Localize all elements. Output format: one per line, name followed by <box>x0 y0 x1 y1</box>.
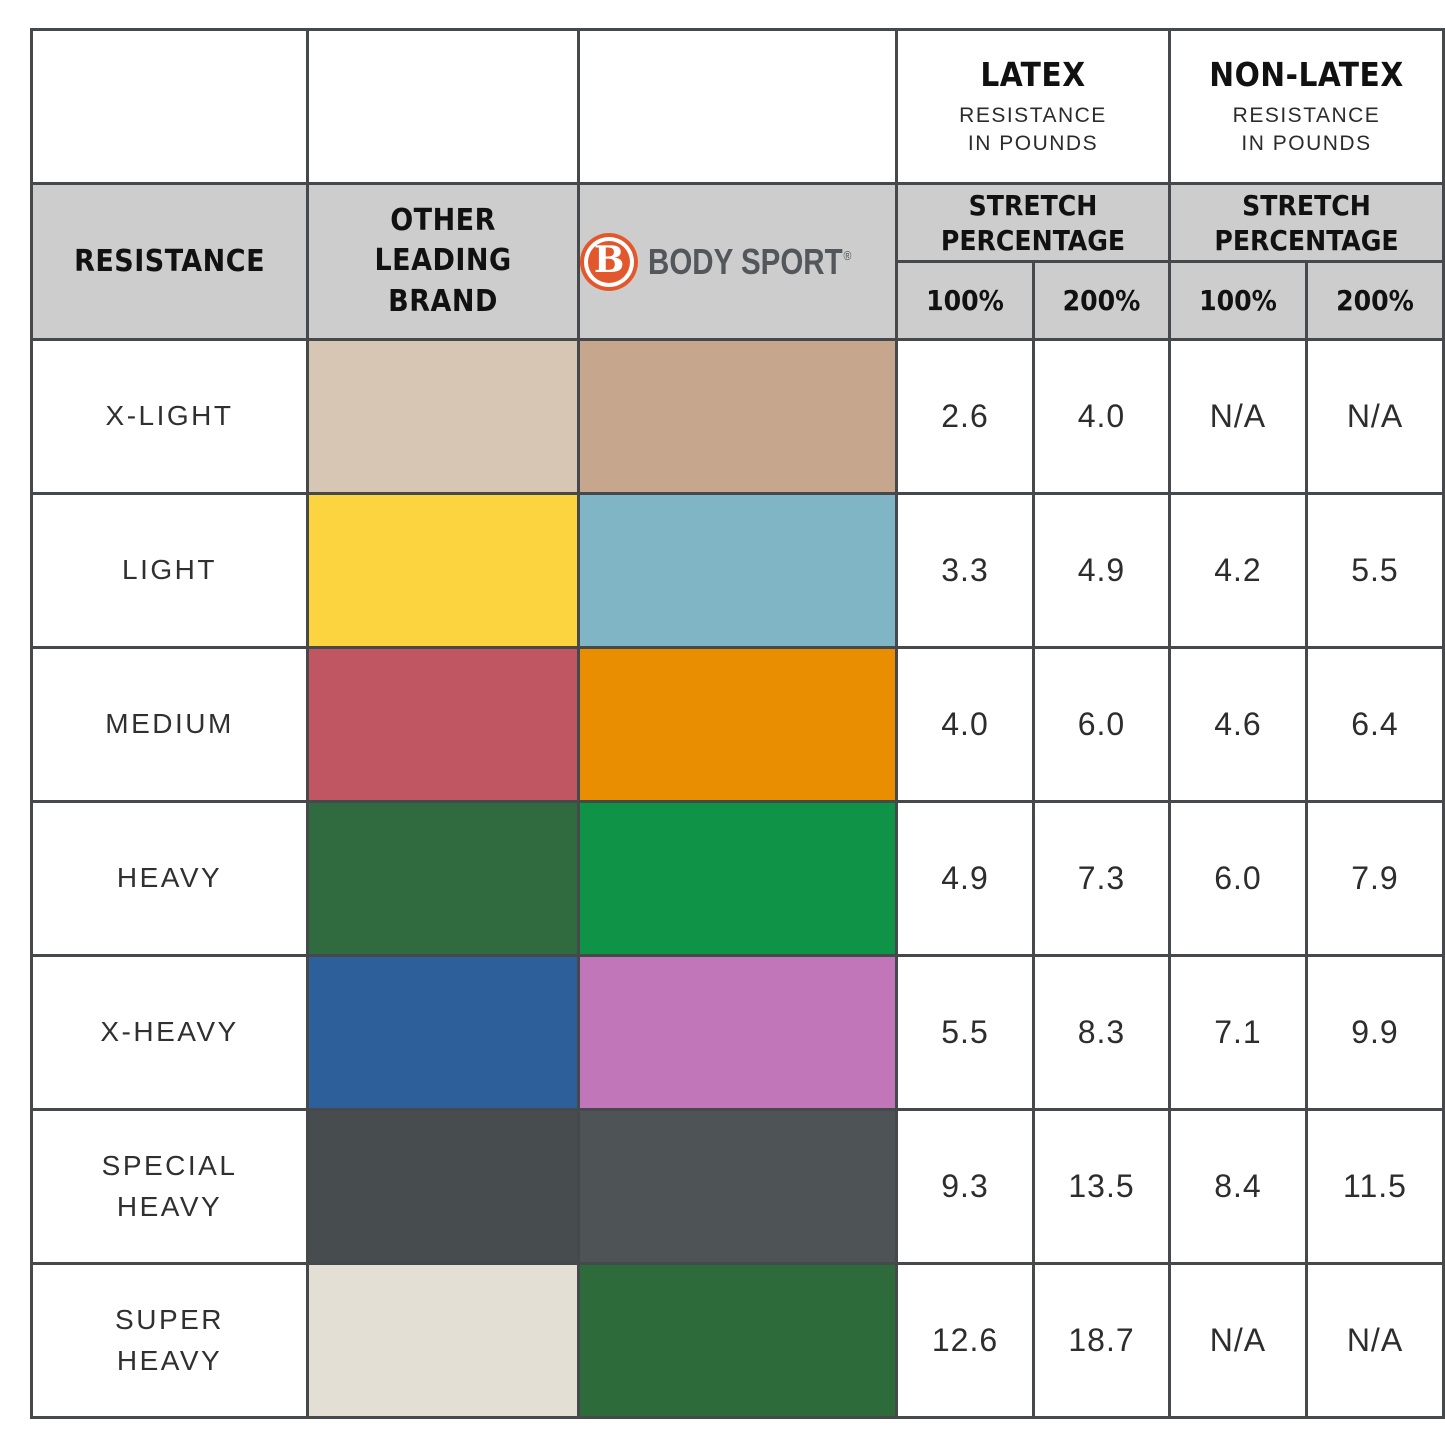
table-row-light: LIGHT 3.3 4.9 4.2 5.5 <box>29 492 1445 649</box>
nonlatex-group-header: NON-LATEX RESISTANCE IN POUNDS <box>1167 28 1445 185</box>
bodysport-swatch <box>577 338 898 495</box>
latex-title: LATEX <box>980 54 1086 94</box>
latex-100-value: 4.9 <box>895 800 1035 957</box>
spacer-cell <box>306 28 581 185</box>
row-label: MEDIUM <box>29 646 310 803</box>
nonlatex-subtitle: RESISTANCE IN POUNDS <box>1232 103 1381 155</box>
other-brand-swatch <box>306 646 581 803</box>
latex-100-header: 100% <box>895 260 1035 341</box>
nonlatex-100-value: 8.4 <box>1167 1108 1308 1265</box>
latex-200-value: 4.9 <box>1031 492 1171 649</box>
row-label: X-HEAVY <box>29 954 310 1111</box>
bodysport-swatch <box>577 646 898 803</box>
nonlatex-200-value: 11.5 <box>1304 1108 1445 1265</box>
table-row-medium: MEDIUM 4.0 6.0 4.6 6.4 <box>29 646 1445 803</box>
nonlatex-100-header: 100% <box>1167 260 1308 341</box>
latex-100-value: 4.0 <box>895 646 1035 803</box>
group-header-row: LATEX RESISTANCE IN POUNDS NON-LATEX RES… <box>29 28 1445 185</box>
nonlatex-200-value: N/A <box>1304 1262 1445 1419</box>
nonlatex-100-value: 4.6 <box>1167 646 1308 803</box>
bodysport-swatch <box>577 1108 898 1265</box>
latex-100-value: 5.5 <box>895 954 1035 1111</box>
nonlatex-100-value: 7.1 <box>1167 954 1308 1111</box>
resistance-column-header: RESISTANCE <box>29 182 310 341</box>
percentage-header-row: 100% 200% 100% 200% <box>32 260 1445 341</box>
bodysport-swatch <box>577 492 898 649</box>
registered-trademark-mark: ® <box>843 247 852 263</box>
other-brand-swatch <box>306 800 581 957</box>
nonlatex-title: NON-LATEX <box>1209 54 1404 94</box>
other-brand-swatch <box>306 1262 581 1419</box>
column-header-row: RESISTANCE OTHER LEADING BRAND B BODY SP… <box>29 182 1445 341</box>
nonlatex-200-value: N/A <box>1304 338 1445 495</box>
table-row-heavy: HEAVY 4.9 7.3 6.0 7.9 <box>29 800 1445 957</box>
nonlatex-200-value: 6.4 <box>1304 646 1445 803</box>
nonlatex-200-value: 9.9 <box>1304 954 1445 1111</box>
latex-200-value: 6.0 <box>1031 646 1171 803</box>
latex-100-value: 2.6 <box>895 338 1035 495</box>
bodysport-logo: B BODY SPORT® <box>581 232 894 291</box>
comparison-table: LATEX RESISTANCE IN POUNDS NON-LATEX RES… <box>29 28 1445 1419</box>
spacer-cell <box>29 28 310 185</box>
bodysport-column-header: B BODY SPORT® <box>577 182 898 341</box>
latex-200-value: 13.5 <box>1031 1108 1171 1265</box>
bodysport-swatch <box>577 1262 898 1419</box>
row-label: SUPER HEAVY <box>29 1262 310 1419</box>
bodysport-swatch <box>577 954 898 1111</box>
other-brand-swatch <box>306 338 581 495</box>
other-brand-column-header: OTHER LEADING BRAND <box>306 182 581 341</box>
latex-100-value: 9.3 <box>895 1108 1035 1265</box>
bodysport-logo-text: BODY SPORT® <box>648 240 852 282</box>
other-brand-swatch <box>306 954 581 1111</box>
table-row-super-heavy: SUPER HEAVY 12.6 18.7 N/A N/A <box>29 1262 1445 1419</box>
nonlatex-100-value: 4.2 <box>1167 492 1308 649</box>
latex-200-value: 4.0 <box>1031 338 1171 495</box>
comparison-table-wrapper: LATEX RESISTANCE IN POUNDS NON-LATEX RES… <box>29 28 1445 1419</box>
latex-200-header: 200% <box>1031 260 1171 341</box>
bodysport-swatch <box>577 800 898 957</box>
nonlatex-100-value: N/A <box>1167 1262 1308 1419</box>
nonlatex-stretch-header: STRETCH PERCENTAGE <box>1167 182 1445 263</box>
other-brand-swatch <box>306 1108 581 1265</box>
latex-subtitle: RESISTANCE IN POUNDS <box>959 103 1107 155</box>
spacer-cell <box>577 28 898 185</box>
nonlatex-200-value: 5.5 <box>1304 492 1445 649</box>
table-row-x-light: X-LIGHT 2.6 4.0 N/A N/A <box>29 338 1445 495</box>
latex-200-value: 8.3 <box>1031 954 1171 1111</box>
nonlatex-200-value: 7.9 <box>1304 800 1445 957</box>
latex-group-header: LATEX RESISTANCE IN POUNDS <box>895 28 1171 185</box>
row-label: X-LIGHT <box>29 338 310 495</box>
row-label: HEAVY <box>29 800 310 957</box>
nonlatex-100-value: 6.0 <box>1167 800 1308 957</box>
latex-stretch-header: STRETCH PERCENTAGE <box>895 182 1171 263</box>
latex-100-value: 12.6 <box>895 1262 1035 1419</box>
other-brand-swatch <box>306 492 581 649</box>
latex-200-value: 18.7 <box>1031 1262 1171 1419</box>
table-row-special-heavy: SPECIAL HEAVY 9.3 13.5 8.4 11.5 <box>29 1108 1445 1265</box>
nonlatex-100-value: N/A <box>1167 338 1308 495</box>
row-label: SPECIAL HEAVY <box>29 1108 310 1265</box>
row-label: LIGHT <box>29 492 310 649</box>
bodysport-b-icon: B <box>581 232 639 291</box>
nonlatex-200-header: 200% <box>1304 260 1445 341</box>
table-row-x-heavy: X-HEAVY 5.5 8.3 7.1 9.9 <box>29 954 1445 1111</box>
latex-200-value: 7.3 <box>1031 800 1171 957</box>
latex-100-value: 3.3 <box>895 492 1035 649</box>
